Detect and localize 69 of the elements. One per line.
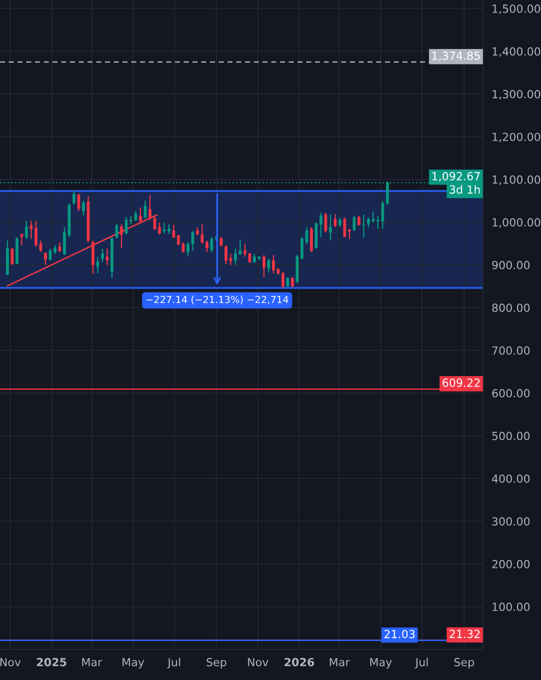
x-tick-label: May — [122, 658, 144, 668]
candlestick — [286, 276, 290, 288]
candlestick — [144, 200, 147, 219]
y-tick-label: 1,400.00 — [492, 47, 540, 57]
candlestick — [329, 214, 332, 242]
candlestick — [282, 271, 284, 289]
y-tick-label: 100.00 — [492, 602, 530, 612]
y-tick-label: 300.00 — [492, 517, 530, 526]
y-tick-label: 1,000.00 — [492, 218, 540, 228]
y-tick-label: 600.00 — [492, 389, 530, 398]
candlestick — [120, 224, 123, 248]
x-tick-label: Jul — [414, 658, 428, 668]
candlestick — [10, 248, 14, 266]
x-tick-label: Jul — [167, 658, 180, 668]
annotation: 3d 1h — [450, 185, 480, 194]
x-tick-label: Nov — [0, 658, 21, 666]
ref-line-label: 21.03 — [384, 630, 415, 638]
y-tick-label: 1,200.00 — [492, 132, 540, 142]
candlestick — [206, 240, 208, 253]
y-tick-label: 900.00 — [492, 260, 530, 270]
x-tick-label: Sep — [454, 658, 474, 668]
y-tick-label: 700.00 — [492, 346, 530, 355]
candlestick — [172, 224, 176, 239]
candlestick — [77, 193, 80, 212]
ref-line-label: 21.32 — [450, 630, 480, 638]
candlestick — [101, 248, 104, 262]
candlestick — [25, 220, 28, 240]
candlestick — [106, 248, 109, 266]
y-tick-label: 1,300.00 — [492, 90, 540, 100]
candlestick — [358, 215, 360, 226]
y-tick-label: 800.00 — [492, 304, 530, 312]
y-tick-label: 1,500.00 — [492, 4, 540, 14]
candlestick — [58, 242, 62, 253]
candlestick — [220, 236, 223, 248]
candlestick — [291, 276, 294, 288]
candlestick — [44, 252, 47, 266]
candlestick — [210, 236, 214, 253]
y-tick-label: 400.00 — [492, 474, 530, 483]
candlestick — [96, 256, 100, 274]
x-tick-label: 2026 — [284, 658, 314, 666]
candlestick — [92, 240, 94, 274]
x-tick-label: Nov — [248, 658, 268, 666]
x-tick-label: Sep — [206, 658, 226, 668]
y-tick-label: 500.00 — [492, 432, 530, 440]
candlestick — [338, 216, 342, 228]
candlestick — [262, 254, 266, 278]
candlestick — [310, 226, 313, 253]
candlestick — [362, 214, 366, 239]
candlestick — [72, 190, 76, 206]
y-tick-label: 200.00 — [492, 560, 530, 568]
candlestick — [82, 200, 85, 216]
candlestick — [324, 212, 328, 233]
candlestick — [343, 216, 346, 238]
x-tick-label: 2025 — [36, 658, 66, 666]
candlestick — [320, 212, 322, 238]
candlestick — [352, 215, 356, 232]
candlestick — [115, 224, 118, 240]
candlestick — [348, 228, 351, 240]
candlestick — [20, 234, 24, 246]
annotation: −227.14 (−21.13%) −22,714 — [146, 296, 288, 304]
y-tick-label: 1,100.00 — [492, 175, 540, 185]
ref-line-label: 609.22 — [442, 378, 480, 387]
ref-line-label: 1,374.85 — [432, 51, 480, 61]
ref-line-label: 1,092.67 — [432, 172, 480, 182]
x-tick-label: Mar — [82, 658, 102, 666]
candlestick — [334, 214, 337, 228]
candlestick — [267, 258, 270, 274]
x-tick-label: Mar — [330, 658, 350, 666]
x-tick-label: May — [370, 658, 392, 668]
